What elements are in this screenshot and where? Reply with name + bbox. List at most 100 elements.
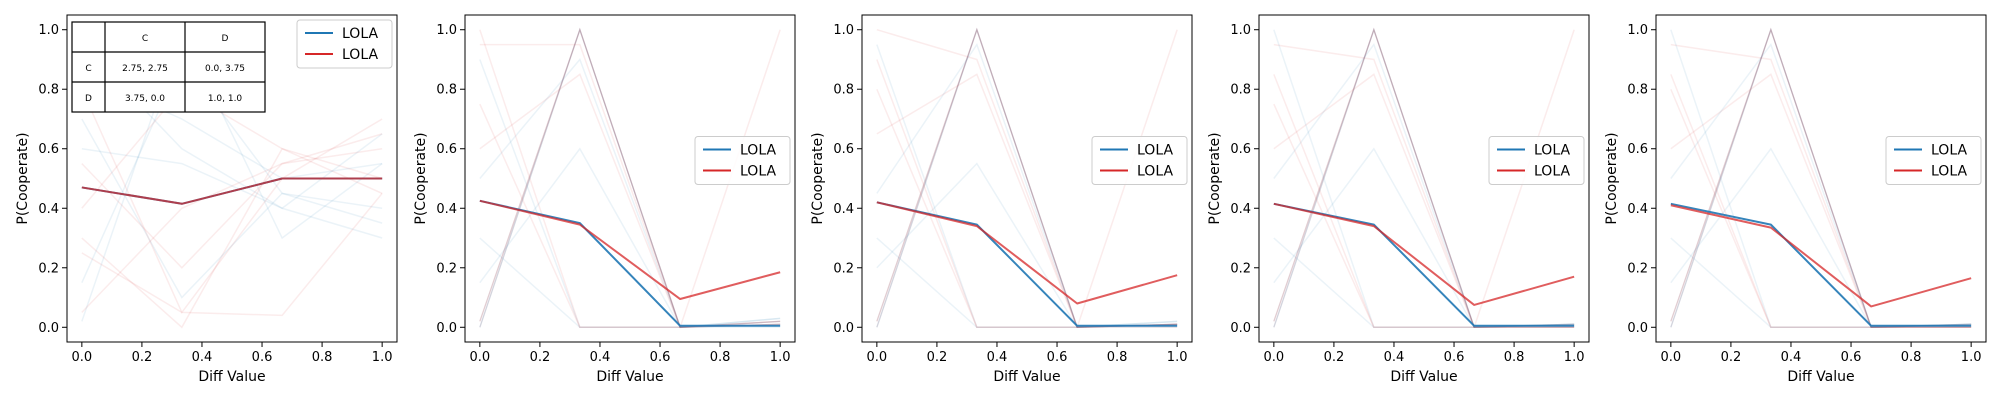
chart-panel-5: 0.0 0.2 0.4 0.6 0.8 1.0 0.0 0.2 0.4 0.6 0.8 1.0 Diff…	[1604, 14, 1987, 385]
x-tick-label: 0.8	[1504, 350, 1525, 365]
payoff-table: C D C 2.75, 2.75 0.0, 3.75 D 3.75, 0.0 1.0, 1.0	[71, 21, 266, 113]
y-tick-label: 0.0	[38, 321, 59, 336]
legend-label: LOLA	[1534, 143, 1570, 159]
faint-run-line	[479, 237, 781, 329]
x-tick-label: 1.0	[1564, 350, 1585, 365]
x-tick-label: 1.0	[770, 350, 791, 365]
x-tick-label: 0.8	[710, 350, 731, 365]
y-tick-label: 0.0	[436, 321, 457, 336]
y-axis-label: P(Cooperate)	[15, 132, 31, 224]
faint-run-line	[1670, 27, 1972, 329]
faint-run-line	[81, 118, 383, 299]
x-tick-label: 0.2	[1324, 350, 1345, 365]
faint-run-line	[81, 147, 383, 329]
axes-frame	[66, 14, 398, 343]
chart-panel-1: 0.0 0.2 0.4 0.6 0.8 1.0 0.0 0.2 0.4 0.6 0.8 1.0 Diff…	[15, 14, 398, 385]
chart-panel-3: 0.0 0.2 0.4 0.6 0.8 1.0 0.0 0.2 0.4 0.6 0.8 1.0 Diff…	[810, 14, 1193, 385]
faint-run-line	[1273, 43, 1575, 329]
x-axis-label: Diff Value	[1787, 369, 1854, 385]
table-cell: 0.0, 3.75	[205, 64, 245, 74]
x-tick-label: 0.4	[987, 350, 1008, 365]
faint-run-line	[81, 88, 383, 314]
y-tick-label: 0.4	[1627, 202, 1648, 217]
legend-label: LOLA	[740, 143, 776, 159]
y-tick-label: 0.2	[833, 261, 854, 276]
x-axis-label: Diff Value	[993, 369, 1060, 385]
table-row-header: D	[85, 94, 92, 104]
axes-frame	[464, 14, 796, 343]
y-tick-label: 0.6	[1230, 142, 1251, 157]
y-tick-label: 1.0	[38, 23, 59, 38]
faint-run-line	[876, 73, 1178, 329]
x-tick-label: 0.4	[192, 350, 213, 365]
x-tick-label: 0.2	[132, 350, 153, 365]
legend: LOLA LOLA	[694, 136, 791, 185]
legend: LOLA LOLA	[1885, 136, 1982, 185]
x-axis-label: Diff Value	[1390, 369, 1457, 385]
y-tick-label: 0.2	[1627, 261, 1648, 276]
x-tick-label: 0.2	[530, 350, 551, 365]
chart-panel-4: 0.0 0.2 0.4 0.6 0.8 1.0 0.0 0.2 0.4 0.6 0.8 1.0 Diff…	[1207, 14, 1590, 385]
faint-run-line	[1670, 88, 1972, 329]
x-tick-label: 0.8	[1107, 350, 1128, 365]
x-tick-label: 0.6	[1047, 350, 1068, 365]
series-line-2	[1670, 204, 1972, 308]
table-cell: 3.75, 0.0	[125, 94, 165, 104]
x-tick-label: 0.6	[1841, 350, 1862, 365]
x-tick-label: 0.6	[650, 350, 671, 365]
series-line-1	[479, 199, 781, 327]
faint-run-line	[81, 27, 383, 322]
y-tick-label: 0.2	[1230, 261, 1251, 276]
y-tick-label: 1.0	[1230, 23, 1251, 38]
legend-label: LOLA	[1534, 164, 1570, 180]
series-line-2	[1273, 202, 1575, 306]
faint-run-line	[81, 88, 383, 209]
faint-run-line	[876, 237, 1178, 329]
legend-label: LOLA	[1931, 143, 1967, 159]
x-tick-label: 0.0	[1264, 350, 1285, 365]
y-tick-label: 0.2	[436, 261, 457, 276]
y-axis-label: P(Cooperate)	[1207, 132, 1223, 224]
faint-run-line	[479, 147, 781, 329]
y-tick-label: 0.6	[833, 142, 854, 157]
y-tick-label: 1.0	[436, 23, 457, 38]
faint-run-line	[1273, 74, 1575, 329]
axes-frame	[1655, 14, 1987, 343]
axes-frame	[861, 14, 1193, 343]
faint-run-line	[876, 44, 1178, 329]
y-tick-label: 1.0	[1627, 23, 1648, 38]
legend-label: LOLA	[342, 26, 378, 42]
series-line-2	[81, 177, 383, 205]
x-tick-label: 0.0	[72, 350, 93, 365]
y-axis-label: P(Cooperate)	[810, 132, 826, 224]
faint-run-line	[81, 133, 383, 313]
x-tick-label: 0.0	[470, 350, 491, 365]
x-axis-label: Diff Value	[198, 369, 265, 385]
y-tick-label: 0.8	[38, 83, 59, 98]
x-tick-label: 0.2	[927, 350, 948, 365]
faint-run-line	[1670, 237, 1972, 329]
faint-run-line	[479, 27, 781, 329]
faint-run-line	[479, 73, 781, 329]
x-tick-label: 0.8	[1901, 350, 1922, 365]
legend: LOLA LOLA	[1488, 136, 1585, 185]
x-tick-label: 0.0	[1661, 350, 1682, 365]
faint-run-line	[1670, 73, 1972, 329]
payoff-table-border	[71, 21, 266, 113]
faint-run-line	[1670, 27, 1972, 328]
y-tick-label: 0.6	[38, 142, 59, 157]
legend: LOLA LOLA	[296, 19, 393, 69]
legend-label: LOLA	[1931, 164, 1967, 180]
y-tick-label: 0.4	[38, 202, 59, 217]
x-tick-label: 0.2	[1721, 350, 1742, 365]
faint-run-line	[1273, 43, 1575, 329]
table-col-header: C	[142, 34, 148, 44]
y-tick-label: 0.6	[1627, 142, 1648, 157]
faint-run-line	[479, 58, 781, 329]
faint-run-line	[1670, 43, 1972, 329]
faint-run-line	[1273, 237, 1575, 329]
x-tick-label: 1.0	[1961, 350, 1982, 365]
x-tick-label: 0.4	[1781, 350, 1802, 365]
x-tick-label: 0.6	[1444, 350, 1465, 365]
